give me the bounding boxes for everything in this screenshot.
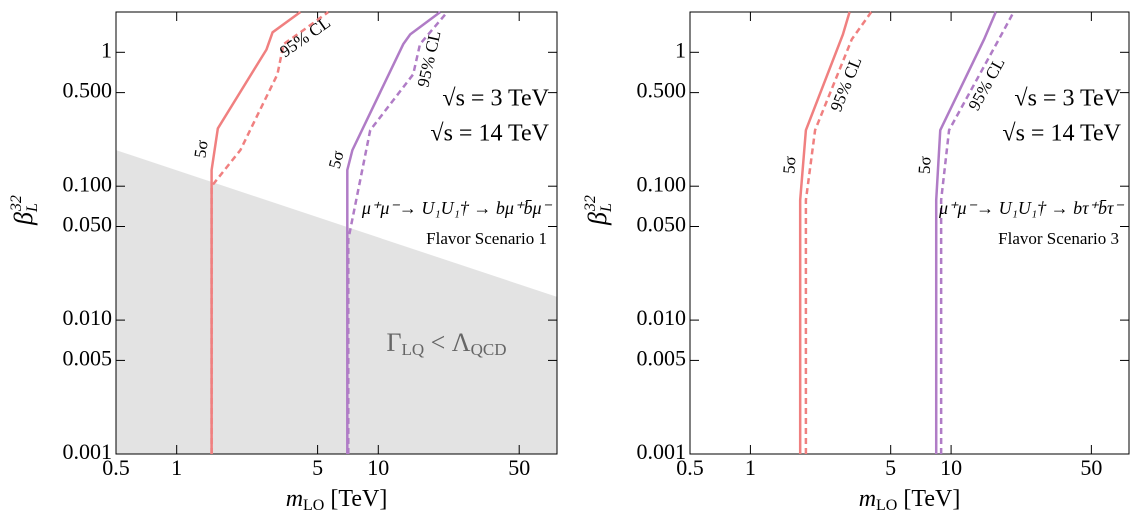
y-tick-label: 0.010	[63, 305, 113, 330]
curve	[934, 11, 997, 454]
y-tick-label: 0.050	[637, 212, 687, 237]
y-tick-label: 1	[101, 37, 112, 62]
scenario-label: Flavor Scenario 1	[426, 229, 547, 248]
y-tick-label: 0.050	[63, 212, 113, 237]
curve	[939, 11, 1015, 454]
curve	[210, 10, 302, 454]
x-tick-label: 0.5	[676, 455, 704, 480]
y-tick-label: 1	[675, 37, 686, 62]
curve-label: 95% CL	[965, 54, 1009, 113]
curve	[798, 11, 851, 454]
curve	[346, 10, 442, 454]
curve-label: 5σ	[190, 139, 211, 159]
energy-label: √s = 3 TeV	[442, 86, 549, 112]
x-axis-label-part: [TeV]	[324, 486, 387, 512]
process-label: μ⁺μ⁻→ U₁U₁† → bμ⁺b̄μ⁻	[361, 198, 553, 218]
y-axis-label-part: β	[583, 212, 612, 226]
region-label: ΓLQ < ΛQCD	[386, 328, 506, 359]
curve-label: 95% CL	[413, 29, 444, 89]
curve-label: 5σ	[915, 156, 935, 175]
x-axis-label: mLO [TeV]	[859, 486, 961, 514]
x-tick-label: 10	[367, 455, 389, 480]
y-tick-label: 0.001	[63, 439, 113, 464]
curve-label: 95% CL	[276, 13, 334, 61]
x-axis-label-part: LO	[876, 497, 897, 514]
y-axis-label: βL32	[582, 195, 615, 226]
x-tick-label: 1	[171, 455, 182, 480]
x-tick-label: 5	[885, 455, 896, 480]
plot-frame	[689, 11, 1130, 455]
x-axis-label-part: m	[859, 486, 876, 512]
y-axis-label-part: 32	[8, 195, 25, 212]
y-axis-label-part: L	[24, 203, 41, 213]
y-tick-label: 0.500	[63, 78, 113, 103]
y-tick-label: 0.005	[63, 345, 113, 370]
x-axis-label: mLO [TeV]	[286, 486, 388, 514]
curve	[347, 11, 449, 454]
curve	[804, 11, 873, 454]
x-tick-label: 5	[312, 455, 323, 480]
curve-label: 5σ	[325, 149, 348, 171]
x-axis-label-part: [TeV]	[897, 486, 960, 512]
curve-label: 5σ	[779, 155, 799, 174]
region-label-part: Γ	[386, 328, 401, 357]
x-tick-label: 1	[745, 455, 756, 480]
shaded-region	[116, 150, 557, 454]
y-axis-label: βL32	[8, 195, 41, 226]
x-tick-label: 50	[1080, 455, 1102, 480]
y-axis-label-part: L	[598, 203, 615, 213]
region-label-part: QCD	[471, 340, 507, 359]
y-axis-label-part: 32	[582, 195, 599, 212]
y-tick-label: 0.010	[637, 305, 687, 330]
x-tick-label: 50	[508, 455, 530, 480]
x-tick-label: 0.5	[102, 455, 130, 480]
region-label-part: LQ	[401, 340, 424, 359]
y-tick-label: 0.001	[637, 439, 687, 464]
process-label: μ⁺μ⁻→ U₁U₁† → bτ⁺b̄τ⁻	[938, 198, 1124, 218]
x-axis-label-part: LO	[303, 497, 324, 514]
y-tick-label: 0.100	[637, 171, 687, 196]
energy-label: √s = 3 TeV	[1014, 86, 1121, 112]
energy-label: √s = 14 TeV	[1002, 121, 1121, 147]
y-tick-label: 0.100	[63, 171, 113, 196]
scenario-label: Flavor Scenario 3	[998, 229, 1119, 248]
region-label-part: < Λ	[424, 328, 471, 357]
x-tick-label: 10	[940, 455, 962, 480]
y-tick-label: 0.005	[637, 345, 687, 370]
y-axis-label-part: β	[9, 212, 38, 226]
x-axis-label-part: m	[286, 486, 303, 512]
energy-label: √s = 14 TeV	[430, 121, 549, 147]
plot-frame	[115, 11, 558, 455]
y-tick-label: 0.500	[637, 78, 687, 103]
